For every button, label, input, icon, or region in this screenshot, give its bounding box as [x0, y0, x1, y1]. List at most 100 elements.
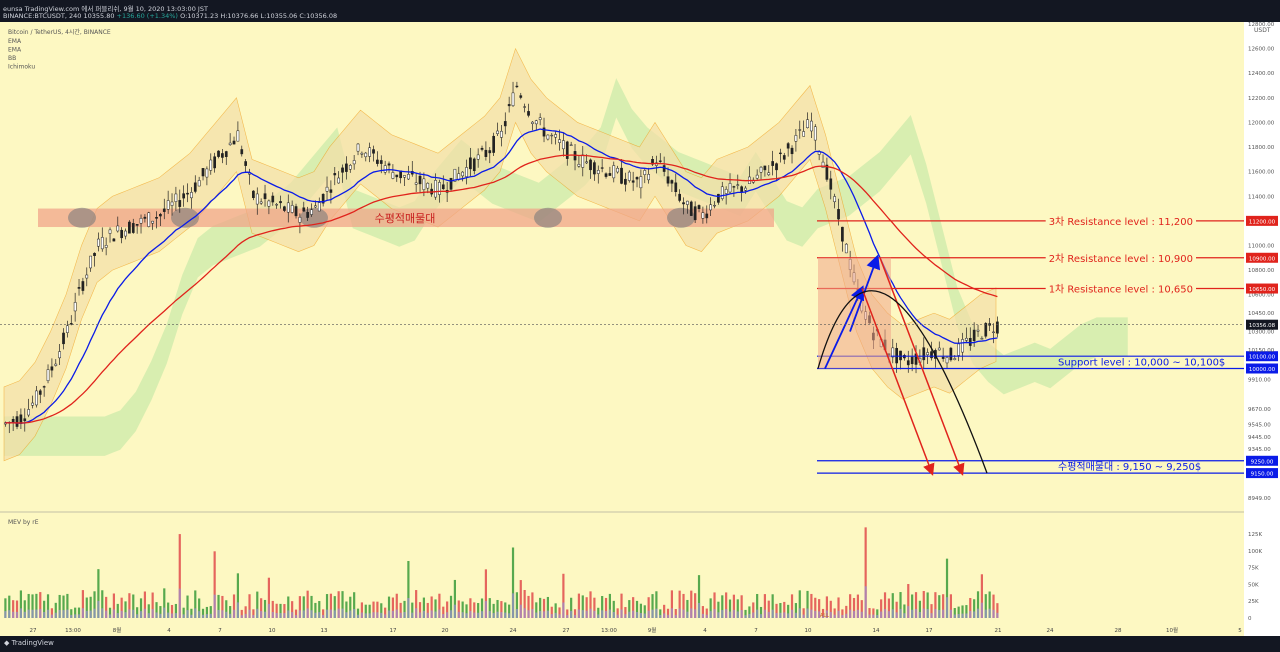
volume-avg-bar — [969, 610, 972, 618]
candle-body — [724, 189, 728, 194]
volume-bar — [527, 595, 530, 618]
volume-avg-bar — [771, 609, 774, 618]
candle-body — [496, 130, 499, 134]
volume-bar — [891, 593, 894, 618]
volume-avg-bar — [190, 614, 193, 618]
volume-bar — [663, 604, 666, 618]
volume-avg-bar — [128, 609, 131, 618]
volume-bar — [775, 603, 778, 618]
candle — [658, 153, 662, 163]
candle-body — [562, 140, 565, 150]
zone-touch-marker — [534, 207, 562, 228]
volume-avg-bar — [903, 613, 906, 618]
volume-avg-bar — [225, 611, 228, 618]
candle-body — [972, 329, 976, 341]
volume-bar — [787, 604, 790, 618]
time-tick-label: 10월 — [1166, 626, 1178, 634]
price-tick-label: 12600.00 — [1248, 47, 1275, 53]
price-tag — [1246, 455, 1278, 466]
candle-body — [992, 331, 995, 334]
candle-body — [546, 134, 550, 140]
candle — [569, 141, 573, 146]
candle-body — [980, 338, 984, 340]
candle — [833, 193, 836, 209]
volume-avg-bar — [387, 610, 391, 618]
candle-body — [643, 170, 647, 176]
candle-body — [503, 121, 507, 127]
candle-body — [170, 201, 174, 206]
candle-body — [217, 150, 220, 157]
chart-area[interactable]: 수평적매물대 3차 Resistance level : 11,200 2차 Res… — [0, 22, 1280, 636]
volume-avg-bar — [143, 608, 146, 618]
volume-avg-bar — [790, 609, 794, 618]
forecast-zone — [818, 257, 891, 369]
price-chart[interactable]: 수평적매물대 3차 Resistance level : 11,200 2차 Res… — [0, 22, 1280, 636]
volume-bar — [263, 599, 267, 618]
candle — [341, 164, 344, 183]
candle-body — [984, 323, 988, 337]
volume-bar — [841, 609, 844, 618]
candle — [290, 200, 294, 214]
candle-body — [534, 120, 538, 125]
volume-bar — [174, 603, 177, 618]
volume-avg-bar — [27, 609, 30, 618]
volume-bar — [473, 602, 476, 618]
price-tick-label: 9670.00 — [1248, 407, 1271, 413]
volume-avg-bar — [787, 613, 790, 618]
volume-bar — [511, 547, 515, 618]
candle — [240, 145, 244, 157]
volume-avg-bar — [632, 610, 635, 618]
volume-bar — [620, 593, 623, 618]
candle-body — [689, 201, 693, 216]
candle — [472, 157, 476, 175]
volume-avg-bar — [136, 614, 139, 618]
candle-body — [457, 173, 461, 180]
volume-bar — [643, 605, 646, 618]
volume-bar — [267, 577, 270, 618]
candle — [554, 130, 557, 145]
volume-bar — [767, 600, 770, 618]
price-tick-label: 12000.00 — [1248, 120, 1275, 126]
volume-avg-bar — [170, 613, 174, 618]
candle-body — [333, 173, 337, 176]
volume-tick-label: 50K — [1248, 582, 1259, 588]
candle — [50, 358, 54, 378]
ema-fast-line — [5, 128, 998, 424]
candle-body — [93, 252, 96, 256]
candle — [271, 192, 275, 206]
volume-avg-bar — [868, 614, 871, 618]
candle — [930, 341, 933, 361]
volume-bar — [198, 598, 201, 618]
volume-bar — [12, 600, 15, 618]
volume-avg-bar — [477, 612, 480, 618]
volume-bar — [701, 606, 704, 618]
candle — [182, 185, 186, 207]
candle — [186, 183, 189, 203]
volume-bar — [616, 608, 619, 618]
candle — [488, 147, 492, 164]
candle-body — [581, 154, 585, 168]
volume-avg-bar — [43, 611, 46, 618]
candle-body — [515, 85, 519, 88]
volume-avg-bar — [356, 614, 360, 618]
candle — [376, 151, 379, 167]
volume-avg-bar — [298, 610, 301, 618]
volume-avg-bar — [767, 611, 770, 618]
time-tick-label: 27 — [30, 628, 37, 634]
volume-bar — [697, 575, 701, 618]
volume-avg-bar — [403, 612, 406, 618]
price-tick-label: 11600.00 — [1248, 170, 1275, 176]
volume-bar — [868, 608, 871, 618]
volume-avg-bar — [457, 611, 460, 618]
volume-bar — [163, 588, 166, 618]
volume-bar — [961, 605, 964, 618]
price-unit-label: USDT — [1254, 27, 1271, 34]
candle — [496, 122, 499, 136]
volume-avg-bar — [492, 613, 495, 618]
candle-body — [813, 126, 817, 141]
candle-body — [449, 177, 453, 190]
volume-avg-bar — [70, 614, 73, 618]
candle-body — [35, 390, 38, 406]
volume-bar — [849, 594, 852, 618]
volume-avg-bar — [717, 612, 720, 618]
